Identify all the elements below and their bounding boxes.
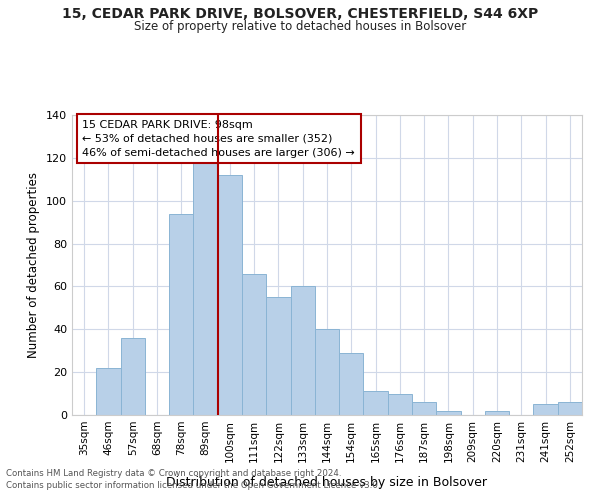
Bar	[193, 162, 218, 415]
Y-axis label: Number of detached properties: Number of detached properties	[28, 172, 40, 358]
Text: Size of property relative to detached houses in Bolsover: Size of property relative to detached ho…	[134, 20, 466, 33]
Bar	[485, 410, 509, 415]
Bar	[412, 402, 436, 415]
Bar	[242, 274, 266, 415]
Bar	[218, 175, 242, 415]
Bar	[121, 338, 145, 415]
Bar	[169, 214, 193, 415]
Bar	[364, 392, 388, 415]
Bar	[436, 410, 461, 415]
Bar	[558, 402, 582, 415]
Bar	[315, 330, 339, 415]
Bar	[96, 368, 121, 415]
Bar	[339, 353, 364, 415]
Text: Contains HM Land Registry data © Crown copyright and database right 2024.: Contains HM Land Registry data © Crown c…	[6, 468, 341, 477]
X-axis label: Distribution of detached houses by size in Bolsover: Distribution of detached houses by size …	[167, 476, 487, 489]
Text: Contains public sector information licensed under the Open Government Licence v3: Contains public sector information licen…	[6, 481, 380, 490]
Bar	[533, 404, 558, 415]
Bar	[388, 394, 412, 415]
Text: 15, CEDAR PARK DRIVE, BOLSOVER, CHESTERFIELD, S44 6XP: 15, CEDAR PARK DRIVE, BOLSOVER, CHESTERF…	[62, 8, 538, 22]
Bar	[266, 297, 290, 415]
Text: 15 CEDAR PARK DRIVE: 98sqm
← 53% of detached houses are smaller (352)
46% of sem: 15 CEDAR PARK DRIVE: 98sqm ← 53% of deta…	[82, 120, 355, 158]
Bar	[290, 286, 315, 415]
